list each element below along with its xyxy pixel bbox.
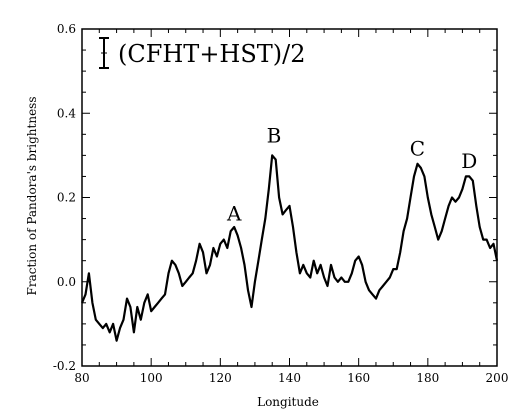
plot-frame <box>81 28 498 367</box>
y-tick-label: 0.6 <box>57 22 76 36</box>
peak-label-c: C <box>410 136 425 160</box>
peak-label-d: D <box>461 149 477 173</box>
x-tick-label: 80 <box>74 371 89 385</box>
peak-label-a: A <box>226 202 242 226</box>
x-tick-label: 180 <box>416 371 439 385</box>
error-bar-legend <box>99 37 109 69</box>
peak-label-b: B <box>267 124 282 148</box>
axis-ticks <box>81 28 498 367</box>
brightness-series-line <box>80 154 499 342</box>
peak-annotations: A B C D <box>226 124 477 226</box>
x-tick-label: 160 <box>347 371 370 385</box>
x-tick-label: 200 <box>486 371 509 385</box>
x-tick-label: 120 <box>209 371 232 385</box>
y-tick-labels: -0.2 0.0 0.2 0.4 0.6 <box>53 22 76 373</box>
x-axis-title: Longitude <box>257 395 319 409</box>
y-tick-label: 0.0 <box>57 275 76 289</box>
y-tick-label: 0.2 <box>57 191 76 205</box>
y-tick-label: -0.2 <box>53 359 76 373</box>
x-tick-label: 140 <box>278 371 301 385</box>
y-axis-title: Fraction of Pandora's brightness <box>25 97 39 296</box>
y-tick-label: 0.4 <box>57 106 76 120</box>
plot-border <box>81 28 498 367</box>
x-tick-label: 100 <box>140 371 163 385</box>
x-tick-labels: 80 100 120 140 160 180 200 <box>74 371 508 385</box>
legend-label: (CFHT+HST)/2 <box>118 40 306 68</box>
